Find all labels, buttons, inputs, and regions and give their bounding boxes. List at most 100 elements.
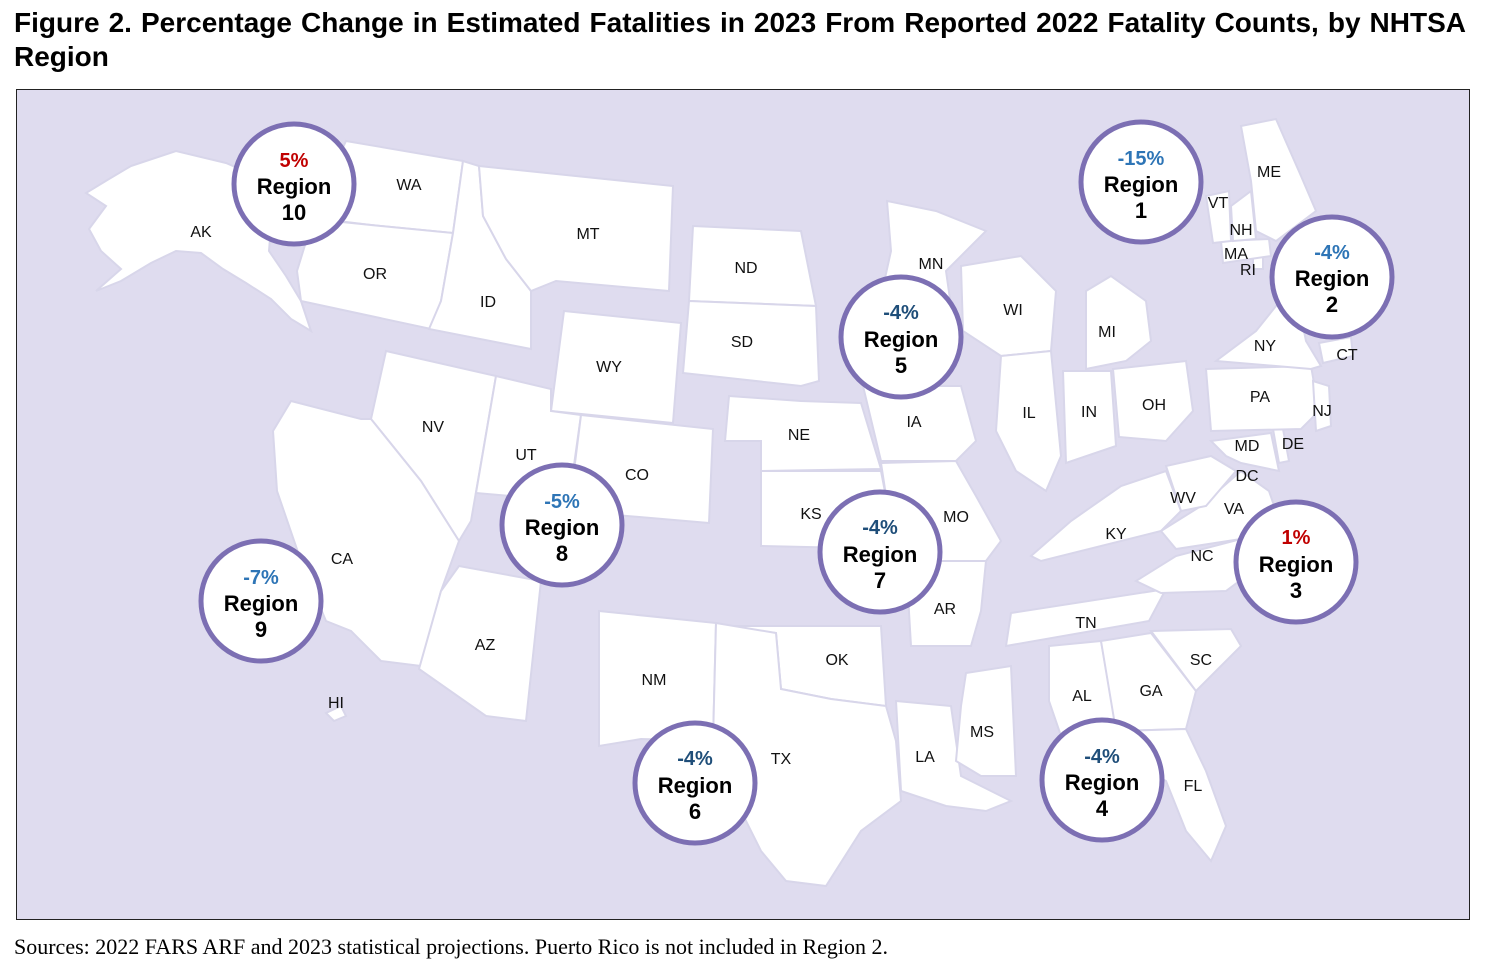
state-label-ny: NY — [1254, 338, 1277, 355]
state-shape-nh — [1229, 189, 1258, 243]
state-label-dc: DC — [1235, 468, 1258, 485]
state-label-nd: ND — [734, 260, 757, 277]
region-label: Region — [1259, 552, 1334, 577]
state-label-tn: TN — [1075, 615, 1096, 632]
state-shape-vt — [1204, 189, 1233, 245]
region-label: Region — [1104, 172, 1179, 197]
state-label-ok: OK — [825, 652, 848, 669]
region-badge-4: -4% Region 4 — [1039, 717, 1165, 843]
state-label-al: AL — [1072, 688, 1092, 705]
state-shape-ms — [954, 664, 1018, 777]
region-number: 8 — [556, 541, 568, 566]
state-shapes — [84, 117, 1355, 888]
state-label-hi: HI — [328, 695, 344, 712]
sources-note: Sources: 2022 FARS ARF and 2023 statisti… — [14, 934, 889, 959]
state-label-wv: WV — [1170, 490, 1196, 507]
region-circle — [632, 720, 758, 846]
region-number: 9 — [255, 617, 267, 642]
region-pct: -4% — [1084, 746, 1120, 768]
state-label-ne: NE — [788, 427, 810, 444]
state-label-nm: NM — [642, 672, 667, 689]
region-circle — [817, 489, 943, 615]
state-label-or: OR — [363, 266, 387, 283]
state-label-il: IL — [1022, 405, 1035, 422]
region-pct: -15% — [1118, 148, 1165, 170]
state-label-ri: RI — [1240, 262, 1256, 279]
region-badge-9: -7% Region 9 — [198, 538, 324, 664]
state-shape-hi — [324, 704, 348, 723]
state-label-md: MD — [1235, 438, 1260, 455]
state-label-wi: WI — [1003, 302, 1023, 319]
state-label-ak: AK — [190, 224, 212, 241]
region-pct: -7% — [243, 567, 279, 589]
state-label-pa: PA — [1250, 389, 1270, 406]
state-shape-ia — [861, 385, 978, 462]
region-pct: -4% — [862, 517, 898, 539]
region-label: Region — [257, 174, 332, 199]
region-pct: 5% — [280, 150, 309, 172]
region-pct: 1% — [1282, 527, 1311, 549]
region-badge-7: -4% Region 7 — [817, 489, 943, 615]
state-label-ms: MS — [970, 724, 994, 741]
region-circle — [1233, 499, 1359, 625]
region-number: 1 — [1135, 198, 1147, 223]
region-badge-1: -15% Region 1 — [1078, 119, 1204, 245]
state-label-tx: TX — [771, 751, 792, 768]
state-label-co: CO — [625, 467, 649, 484]
state-label-nj: NJ — [1312, 403, 1332, 420]
region-number: 2 — [1326, 292, 1338, 317]
state-shape-oh — [1111, 359, 1195, 443]
state-label-la: LA — [915, 749, 935, 766]
region-circle — [1269, 214, 1395, 340]
region-circle — [198, 538, 324, 664]
state-label-nh: NH — [1229, 222, 1252, 239]
region-circle — [1039, 717, 1165, 843]
state-shape-mt — [477, 164, 675, 293]
region-label: Region — [864, 327, 939, 352]
region-badge-10: 5% Region 10 — [231, 121, 357, 247]
state-label-mt: MT — [576, 226, 599, 243]
state-label-mn: MN — [919, 256, 944, 273]
region-pct: -5% — [544, 491, 580, 513]
state-label-az: AZ — [475, 637, 496, 654]
region-pct: -4% — [883, 302, 919, 324]
region-label: Region — [1065, 770, 1140, 795]
state-label-ia: IA — [906, 414, 921, 431]
state-shape-sc — [1149, 627, 1243, 693]
state-label-nc: NC — [1190, 548, 1213, 565]
state-shape-wv — [1164, 454, 1238, 513]
region-circle — [499, 462, 625, 588]
region-number: 6 — [689, 799, 701, 824]
state-label-de: DE — [1282, 436, 1304, 453]
state-shape-wy — [549, 309, 683, 425]
region-pct: -4% — [677, 748, 713, 770]
state-label-oh: OH — [1142, 397, 1166, 414]
region-label: Region — [1295, 266, 1370, 291]
state-shape-md — [1208, 431, 1281, 473]
region-label: Region — [525, 515, 600, 540]
state-shape-mi — [1085, 274, 1153, 371]
state-label-fl: FL — [1184, 778, 1203, 795]
state-label-ky: KY — [1105, 526, 1127, 543]
region-label: Region — [843, 542, 918, 567]
region-number: 7 — [874, 568, 886, 593]
state-label-wy: WY — [596, 359, 622, 376]
figure-title: Figure 2. Percentage Change in Estimated… — [14, 7, 1466, 72]
state-label-nv: NV — [422, 419, 445, 436]
region-label: Region — [224, 591, 299, 616]
state-label-in: IN — [1081, 404, 1097, 421]
state-shape-la — [894, 699, 1014, 813]
state-shape-nj — [1311, 379, 1333, 433]
state-shape-ct — [1317, 335, 1355, 365]
region-circle — [1078, 119, 1204, 245]
state-shape-il — [994, 349, 1063, 493]
state-shape-tn — [1004, 587, 1168, 648]
state-label-wa: WA — [396, 177, 422, 194]
region-map: AK WA OR ID MT WY NV UT CO CA AZ NM HI N… — [16, 89, 1470, 920]
state-shape-in — [1061, 370, 1118, 465]
region-badge-8: -5% Region 8 — [499, 462, 625, 588]
region-badge-3: 1% Region 3 — [1233, 499, 1359, 625]
region-circle — [231, 121, 357, 247]
state-label-ca: CA — [331, 551, 354, 568]
state-label-sc: SC — [1190, 652, 1212, 669]
